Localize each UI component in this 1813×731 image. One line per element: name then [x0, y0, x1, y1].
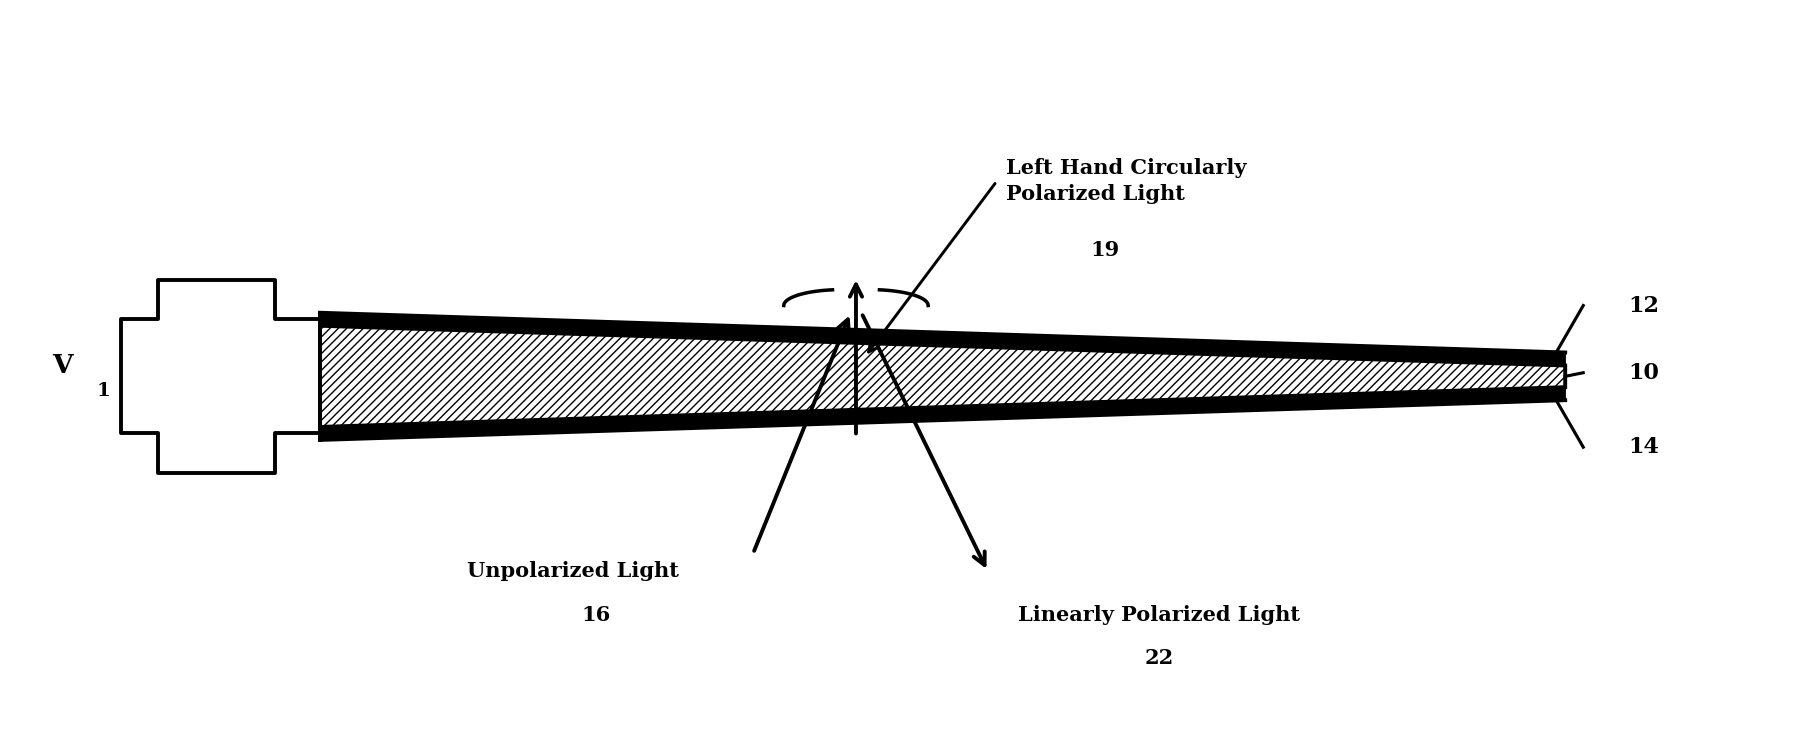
Text: 14: 14: [1628, 436, 1659, 458]
Polygon shape: [319, 313, 1565, 366]
Text: Unpolarized Light: Unpolarized Light: [466, 561, 678, 581]
Text: 1: 1: [96, 382, 111, 400]
Text: Linearly Polarized Light: Linearly Polarized Light: [1019, 605, 1300, 625]
Polygon shape: [319, 387, 1565, 440]
Text: Left Hand Circularly
Polarized Light: Left Hand Circularly Polarized Light: [1006, 158, 1246, 205]
Text: 16: 16: [582, 605, 611, 625]
Text: 19: 19: [1090, 240, 1120, 260]
Polygon shape: [319, 326, 1565, 427]
Text: 12: 12: [1628, 295, 1659, 317]
Text: V: V: [51, 353, 73, 378]
Text: 22: 22: [1144, 648, 1173, 668]
Text: 10: 10: [1628, 362, 1659, 384]
